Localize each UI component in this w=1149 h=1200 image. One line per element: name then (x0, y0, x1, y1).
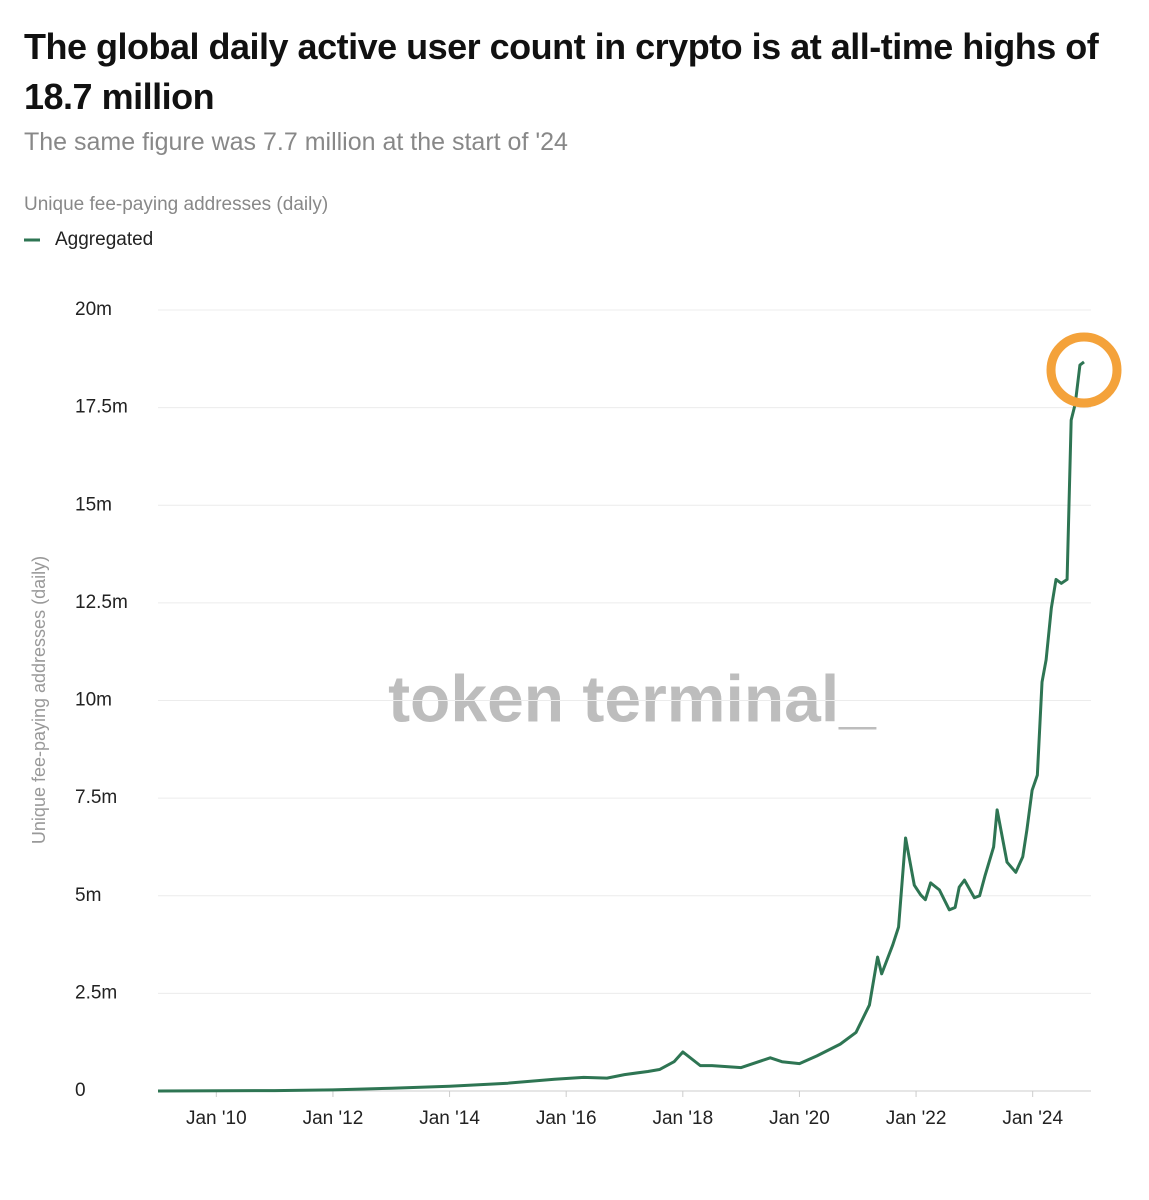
y-tick-label: 10m (75, 690, 112, 711)
y-tick-label: 12.5m (75, 592, 128, 613)
y-tick-label: 0 (75, 1080, 86, 1101)
watermark: token terminal_ (388, 661, 877, 735)
y-axis-label: Unique fee-paying addresses (daily) (29, 556, 49, 844)
y-tick-label: 15m (75, 494, 112, 515)
line-series (157, 360, 1085, 1093)
y-tick-label: 2.5m (75, 982, 117, 1003)
highlight-circle (1046, 332, 1122, 408)
x-tick-label: Jan '14 (419, 1108, 480, 1129)
x-tick-label: Jan '16 (536, 1108, 597, 1129)
x-tick-label: Jan '22 (886, 1108, 947, 1129)
x-tick-label: Jan '24 (1002, 1108, 1063, 1129)
x-tick-label: Jan '12 (303, 1108, 364, 1129)
x-tick-label: Jan '18 (652, 1108, 713, 1129)
chart-title: The global daily active user count in cr… (24, 26, 1099, 117)
x-tick-label: Jan '20 (769, 1108, 830, 1129)
y-tick-label: 17.5m (75, 397, 128, 418)
x-tick-label: Jan '10 (186, 1108, 247, 1129)
legend-title: Unique fee-paying addresses (daily) (24, 194, 328, 215)
y-tick-label: 7.5m (75, 787, 117, 808)
chart-subtitle: The same figure was 7.7 million at the s… (24, 128, 568, 156)
legend-label: Aggregated (55, 229, 153, 250)
y-tick-label: 5m (75, 885, 101, 906)
y-tick-label: 20m (75, 299, 112, 320)
